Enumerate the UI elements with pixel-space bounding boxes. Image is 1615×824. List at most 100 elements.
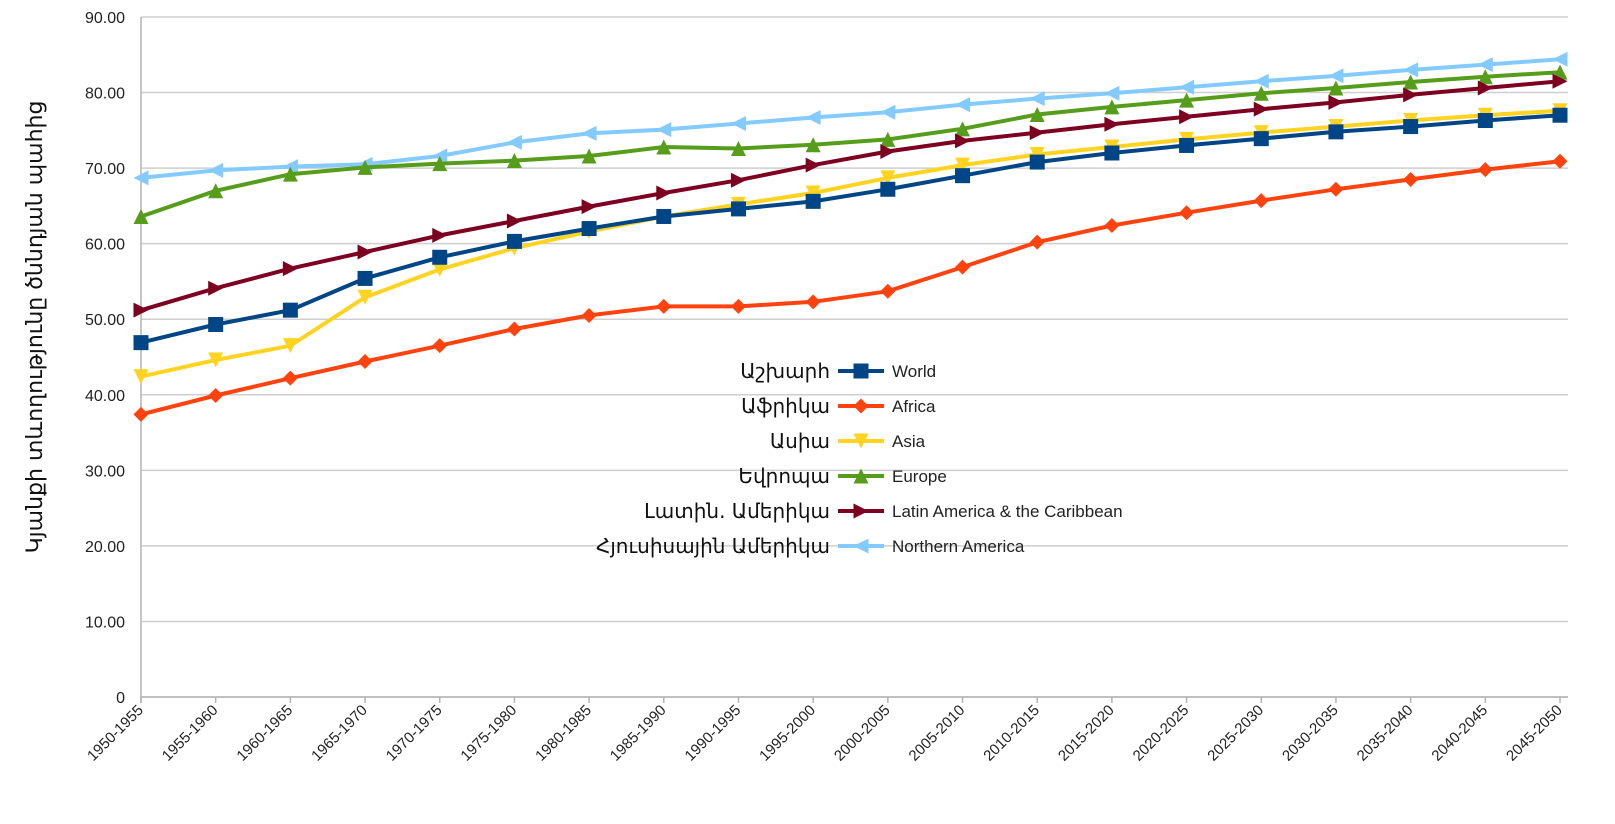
- data-point: [506, 213, 522, 229]
- data-point: [1104, 85, 1120, 101]
- data-point: [805, 157, 821, 173]
- y-tick-label: 20.00: [85, 539, 125, 556]
- x-tick-label: 2015-2020: [1055, 702, 1118, 765]
- series-africa: [133, 153, 1568, 422]
- legend: Աշխարհ World Աֆրիկա Africa Ասիա Asia Եվրոպա Eur…: [596, 359, 1123, 558]
- legend-label: World: [892, 362, 936, 381]
- x-tick-label: 2035-2040: [1354, 702, 1417, 765]
- data-point: [1029, 154, 1045, 170]
- data-point: [1179, 79, 1195, 95]
- data-point: [1328, 80, 1344, 96]
- y-tick-label: 30.00: [85, 463, 125, 480]
- series-latin-america-the-caribbean: [133, 73, 1568, 318]
- data-point: [880, 143, 896, 159]
- legend-label-hy: Ասիա: [770, 429, 830, 453]
- data-point: [1104, 116, 1120, 132]
- data-point: [1552, 51, 1568, 67]
- x-tick-label: 2030-2035: [1279, 702, 1342, 765]
- data-point: [1328, 68, 1344, 84]
- data-point: [581, 221, 597, 237]
- legend-label: Latin America & the Caribbean: [892, 502, 1123, 521]
- data-point: [581, 125, 597, 141]
- data-point: [1253, 193, 1269, 209]
- legend-swatch-marker: [853, 468, 869, 484]
- legend-swatch-marker: [853, 538, 869, 554]
- data-point: [955, 97, 971, 113]
- data-point: [1477, 69, 1493, 85]
- x-tick-label: 1975-1980: [458, 702, 521, 765]
- data-point: [805, 137, 821, 153]
- x-tick-label: 1950-1955: [84, 702, 147, 765]
- legend-label: Asia: [892, 432, 926, 451]
- legend-label-hy: Աֆրիկա: [741, 394, 830, 418]
- series-line: [140, 113, 1561, 345]
- x-tick-label: 2000-2005: [831, 702, 894, 765]
- data-point: [955, 157, 971, 173]
- data-point: [1403, 62, 1419, 78]
- legend-swatch-marker: [853, 433, 869, 449]
- data-point: [1029, 147, 1045, 163]
- data-point: [1552, 107, 1568, 123]
- legend-swatch-marker: [853, 398, 869, 414]
- legend-label-hy: Եվրոպա: [738, 464, 830, 488]
- data-point: [1104, 218, 1120, 234]
- data-point: [357, 270, 373, 286]
- series-line: [140, 108, 1561, 379]
- series-northern-america: [133, 51, 1568, 186]
- data-point: [133, 208, 149, 224]
- data-point: [805, 294, 821, 310]
- series-line: [140, 159, 1561, 417]
- x-tick-label: 1985-1990: [607, 702, 670, 765]
- data-point: [656, 185, 672, 201]
- x-tick-label: 1995-2000: [756, 702, 819, 765]
- data-point: [208, 183, 224, 199]
- data-point: [880, 181, 896, 197]
- data-point: [432, 261, 448, 277]
- x-tick-label: 2045-2050: [1503, 702, 1566, 765]
- data-point: [1477, 57, 1493, 73]
- legend-item: Աֆրիկա Africa: [741, 394, 936, 418]
- data-point: [133, 302, 149, 318]
- data-point: [208, 352, 224, 368]
- data-point: [955, 259, 971, 275]
- data-point: [1029, 106, 1045, 122]
- series-line: [140, 79, 1561, 313]
- data-point: [805, 185, 821, 201]
- data-point: [357, 354, 373, 370]
- series-line: [140, 70, 1561, 219]
- x-tick-label: 2010-2015: [980, 702, 1043, 765]
- data-point: [432, 227, 448, 243]
- x-tick-label: 1980-1985: [532, 702, 595, 765]
- data-point: [730, 140, 746, 156]
- x-tick-label: 2025-2030: [1204, 702, 1267, 765]
- data-point: [1552, 153, 1568, 169]
- data-point: [730, 201, 746, 217]
- y-tick-label: 0: [116, 690, 125, 707]
- data-point: [880, 104, 896, 120]
- data-point: [432, 156, 448, 172]
- data-point: [357, 289, 373, 305]
- series-line: [140, 57, 1561, 180]
- axes: [140, 17, 1568, 703]
- x-tick-label: 1970-1975: [383, 702, 446, 765]
- data-point: [955, 133, 971, 149]
- data-point: [133, 170, 149, 186]
- data-point: [656, 122, 672, 138]
- data-point: [656, 298, 672, 314]
- x-tick-label: 2020-2025: [1130, 702, 1193, 765]
- data-point: [506, 134, 522, 150]
- data-point: [282, 338, 298, 354]
- data-point: [1104, 145, 1120, 161]
- data-point: [730, 116, 746, 132]
- data-point: [1104, 99, 1120, 115]
- data-point: [1029, 234, 1045, 250]
- legend-label-hy: Լատին. Ամերիկա: [644, 499, 830, 523]
- data-point: [581, 307, 597, 323]
- data-point: [282, 261, 298, 277]
- data-point: [208, 317, 224, 333]
- data-point: [1179, 92, 1195, 108]
- data-point: [208, 280, 224, 296]
- data-point: [955, 121, 971, 137]
- data-point: [1477, 80, 1493, 96]
- data-point: [880, 283, 896, 299]
